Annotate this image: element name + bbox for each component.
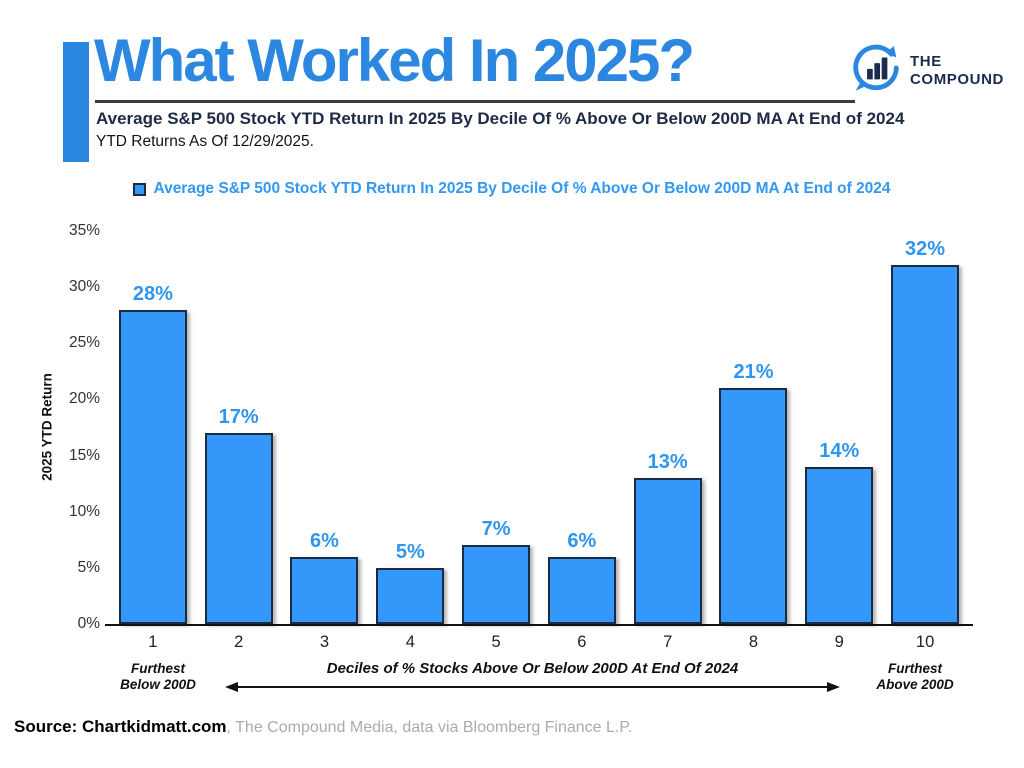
- x-annotation-left-line1: Furthest: [131, 661, 185, 676]
- bar-value-label: 21%: [733, 361, 774, 384]
- bar: [719, 388, 788, 624]
- y-tick-label: 5%: [77, 558, 100, 576]
- logo-line-2: COMPOUND: [910, 70, 1004, 88]
- legend-label: Average S&P 500 Stock YTD Return In 2025…: [153, 180, 891, 197]
- x-annotation-right: Furthest Above 200D: [860, 661, 970, 693]
- x-tick-label: 8: [748, 633, 759, 651]
- bar: [633, 478, 702, 624]
- bar-column-1: 28%: [110, 231, 196, 624]
- bar-value-label: 5%: [395, 540, 425, 563]
- title-accent-bar: [63, 42, 89, 162]
- bar-column-4: 5%: [367, 231, 453, 624]
- bar-column-2: 17%: [196, 231, 282, 624]
- y-tick-label: 25%: [68, 334, 100, 352]
- bar-column-8: 21%: [711, 231, 797, 624]
- bar-column-6: 6%: [539, 231, 625, 624]
- bar-value-label: 32%: [905, 237, 946, 260]
- x-axis-ticks: 1 2 3 4 5 6 7 8 9 10: [110, 633, 968, 652]
- chart-legend: Average S&P 500 Stock YTD Return In 2025…: [0, 180, 1024, 198]
- compound-logo-text: THE COMPOUND: [910, 53, 1004, 88]
- x-tick-label: 6: [577, 633, 587, 651]
- bar-value-label: 17%: [218, 406, 259, 429]
- bar: [204, 433, 273, 624]
- bar: [118, 309, 187, 624]
- y-tick-label: 0%: [77, 615, 100, 632]
- bar-value-label: 28%: [132, 282, 173, 305]
- legend-marker-swatch: [133, 182, 147, 196]
- bar-column-3: 6%: [282, 231, 368, 624]
- bar-column-7: 13%: [625, 231, 711, 624]
- bar-value-label: 6%: [567, 529, 597, 552]
- x-tick-label: 3: [319, 633, 330, 651]
- bar-column-9: 14%: [796, 231, 882, 624]
- x-axis-title: Deciles of % Stocks Above Or Below 200D …: [326, 660, 739, 677]
- bar: [376, 567, 445, 624]
- x-tick-label: 9: [834, 633, 844, 651]
- bar-value-label: 7%: [481, 518, 511, 541]
- x-tick-label: 1: [148, 633, 158, 651]
- bar-column-10: 32%: [882, 231, 968, 624]
- plot-area: 28% 17% 6% 5% 7% 6% 13% 21% 14% 32%: [105, 231, 973, 626]
- x-annotation-left-line2: Below 200D: [120, 677, 196, 693]
- compound-logo-icon: [850, 42, 902, 99]
- as-of-date-note: YTD Returns As Of 12/29/2025.: [96, 133, 314, 150]
- title-underline: [95, 100, 855, 103]
- x-annotation-right-line2: Above 200D: [876, 677, 954, 693]
- y-tick-label: 15%: [68, 446, 100, 464]
- bar-value-label: 13%: [647, 451, 688, 474]
- x-tick-label: 7: [663, 633, 673, 651]
- bar: [290, 556, 359, 624]
- source-credits: , The Compound Media, data via Bloomberg…: [226, 719, 633, 736]
- compound-logo: THE COMPOUND: [850, 42, 1004, 99]
- bar-value-label: 6%: [310, 529, 339, 552]
- bar: [462, 545, 531, 624]
- bar: [547, 556, 616, 624]
- double-arrow-icon: [225, 680, 840, 694]
- bar: [891, 264, 960, 624]
- x-tick-label: 5: [491, 633, 501, 651]
- source-name: Source: Chartkidmatt.com: [14, 717, 227, 736]
- x-tick-label: 2: [234, 633, 244, 651]
- x-tick-label: 10: [915, 633, 935, 651]
- y-tick-label: 10%: [68, 502, 100, 520]
- y-tick-label: 20%: [68, 390, 100, 408]
- y-axis-ticks: 0% 5% 10% 15% 20% 25% 30% 35%: [30, 222, 100, 632]
- logo-line-1: THE: [910, 53, 942, 71]
- y-tick-label: 35%: [68, 222, 100, 239]
- bar-column-5: 7%: [453, 231, 539, 624]
- y-tick-label: 30%: [68, 278, 100, 296]
- x-annotation-right-line1: Furthest: [888, 661, 942, 676]
- source-line: Source: Chartkidmatt.com, The Compound M…: [14, 717, 632, 737]
- x-tick-label: 4: [405, 633, 415, 651]
- chart-subtitle: Average S&P 500 Stock YTD Return In 2025…: [96, 109, 905, 128]
- x-annotation-left: Furthest Below 200D: [106, 661, 210, 693]
- bar-value-label: 14%: [819, 439, 860, 462]
- page-title: What Worked In 2025?: [94, 27, 695, 94]
- bar: [805, 466, 874, 624]
